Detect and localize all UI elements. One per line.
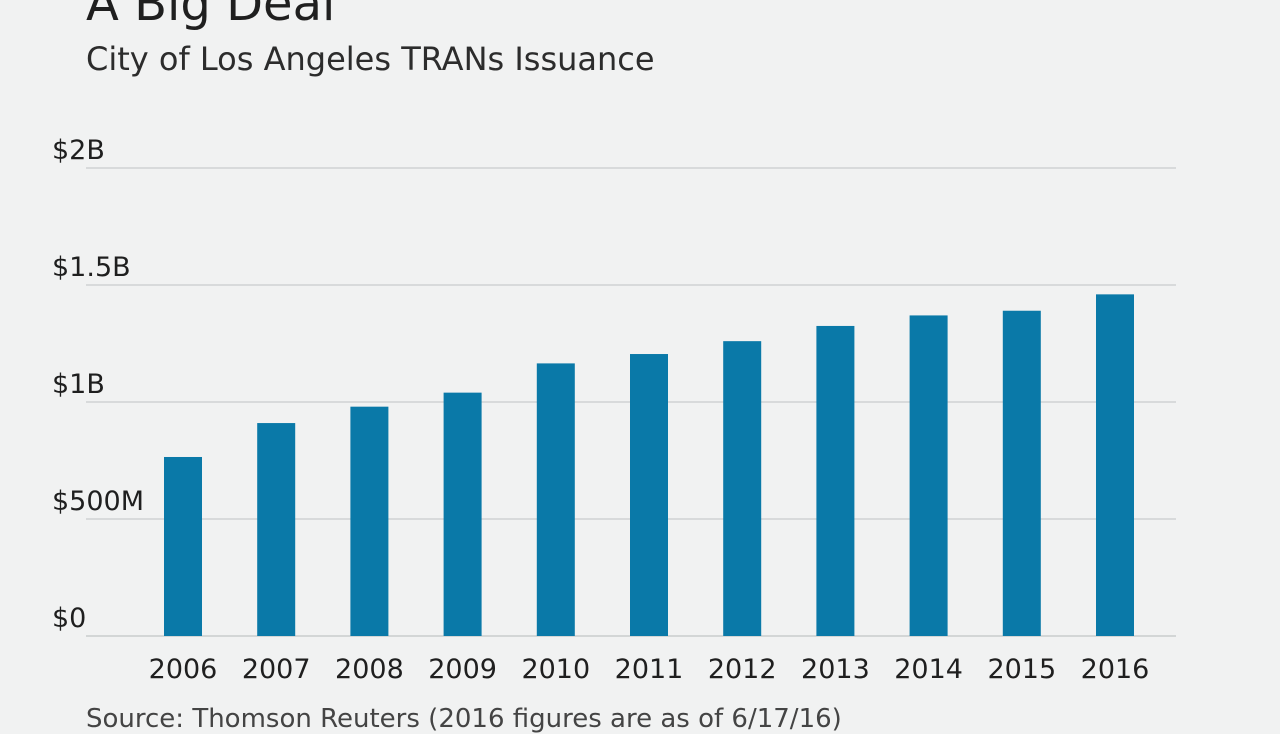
bar-2015 [1002,310,1041,636]
y-tick-label: $1B [52,369,105,400]
x-tick-label: 2013 [801,654,870,685]
bar-2007 [257,423,296,636]
x-tick-label: 2012 [708,654,777,685]
x-tick-label: 2009 [428,654,497,685]
y-tick-label: $1.5B [52,252,131,283]
x-tick-label: 2008 [335,654,404,685]
y-tick-label: $0 [52,603,86,634]
x-axis-labels: 2006 2007 2008 2009 2010 2011 2012 2013 2014 2015… [149,654,1150,685]
x-tick-label: 2014 [894,654,963,685]
bar-2011 [630,354,668,636]
bars [164,294,1134,636]
bar-2014 [909,315,948,636]
bar-2009 [443,392,482,636]
x-tick-label: 2010 [521,654,590,685]
bar-2006 [164,456,202,636]
y-tick-label: $2B [52,135,105,166]
chart-title: A Big Deal [86,0,336,32]
bar-2008 [350,406,389,636]
x-tick-label: 2007 [242,654,311,685]
x-tick-label: 2016 [1081,654,1150,685]
x-tick-label: 2011 [615,654,684,685]
bar-2012 [723,341,762,636]
bar-2016 [1096,294,1134,636]
bar-2010 [536,363,575,636]
y-axis-labels: $0 $500M $1B $1.5B $2B [52,135,144,634]
y-tick-label: $500M [52,486,144,517]
source-note: Source: Thomson Reuters (2016 figures ar… [86,704,842,734]
x-tick-label: 2015 [987,654,1056,685]
bar-2013 [816,325,855,636]
x-tick-label: 2006 [149,654,218,685]
chart-subtitle: City of Los Angeles TRANs Issuance [86,40,655,78]
